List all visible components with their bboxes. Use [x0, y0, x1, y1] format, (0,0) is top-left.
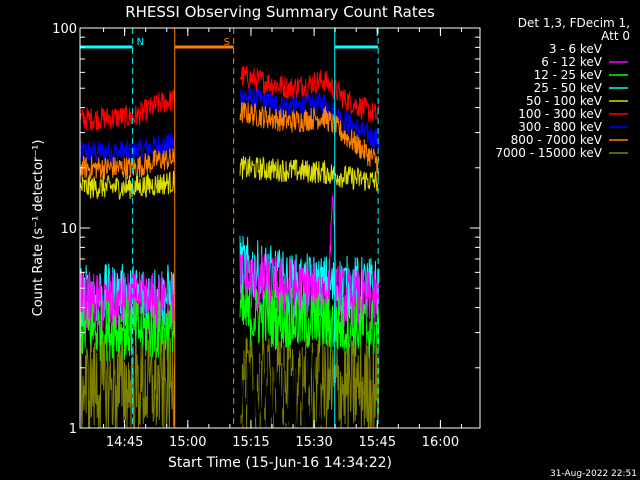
x-tick-label-3: 15:15 — [232, 435, 269, 450]
series-7000-15000-kev-line-1 — [79, 337, 175, 429]
legend-header-line-2: Att 0 — [601, 29, 630, 43]
legend-entry-label: 3 - 6 keV — [549, 42, 603, 56]
x-tick-label-6: 16:00 — [422, 435, 459, 450]
series-300-800-kev-line-1 — [79, 133, 175, 164]
footer-date: 31-Aug-2022 22:51 — [550, 469, 637, 479]
axis-layer: 14:45 15:00 15:15 15:30 15:45 16:00 1 10 100 — [52, 22, 480, 450]
legend-entry-label: 7000 - 15000 keV — [495, 146, 602, 160]
legend-entry-label: 300 - 800 keV — [518, 120, 602, 134]
y-axis-label: Count Rate (s⁻¹ detector⁻¹) — [31, 140, 46, 317]
series-100-300-kev-line-2 — [239, 65, 380, 123]
legend-entry-label: 800 - 7000 keV — [511, 133, 603, 147]
x-tick-label-4: 15:30 — [295, 435, 332, 450]
x-tick-label-5: 15:45 — [359, 435, 396, 450]
series-50-100-kev-line-1 — [79, 170, 175, 200]
x-tick-label-2: 15:00 — [169, 435, 206, 450]
y-tick-label-2: 10 — [60, 222, 77, 237]
y-tick-label-1: 1 — [69, 422, 77, 437]
series-7000-15000-kev-line-2 — [239, 337, 380, 430]
series-3-6-kev-line — [239, 346, 325, 429]
chart-title: RHESSI Observing Summary Count Rates — [125, 3, 435, 21]
legend-header-line-1: Det 1,3, FDecim 1, — [518, 16, 630, 30]
legend-entry-label: 25 - 50 keV — [534, 81, 603, 95]
flag-s-label: S — [224, 37, 230, 48]
legend-entry-label: 50 - 100 keV — [526, 94, 603, 108]
legend-entry-label: 100 - 300 keV — [518, 107, 602, 121]
data-layer — [79, 65, 380, 430]
series-800-7000-kev-line-2 — [239, 101, 380, 174]
series-100-300-kev-line-1 — [79, 89, 175, 131]
y-tick-label-3: 100 — [52, 22, 77, 37]
series-800-7000-kev-line-1 — [79, 148, 175, 180]
legend-entry-label: 12 - 25 keV — [534, 68, 603, 82]
series-12-25-kev-line-1 — [79, 297, 175, 362]
x-tick-label-1: 14:45 — [106, 435, 143, 450]
series-6-12-kev-line-1 — [79, 271, 175, 336]
series-50-100-kev-line-2 — [239, 156, 380, 192]
flag-n-label: N — [137, 37, 144, 48]
legend-entry-label: 6 - 12 keV — [541, 55, 603, 69]
x-axis-label: Start Time (15-Jun-16 14:34:22) — [168, 455, 392, 471]
series-6-12-kev-line-2 — [239, 195, 380, 331]
